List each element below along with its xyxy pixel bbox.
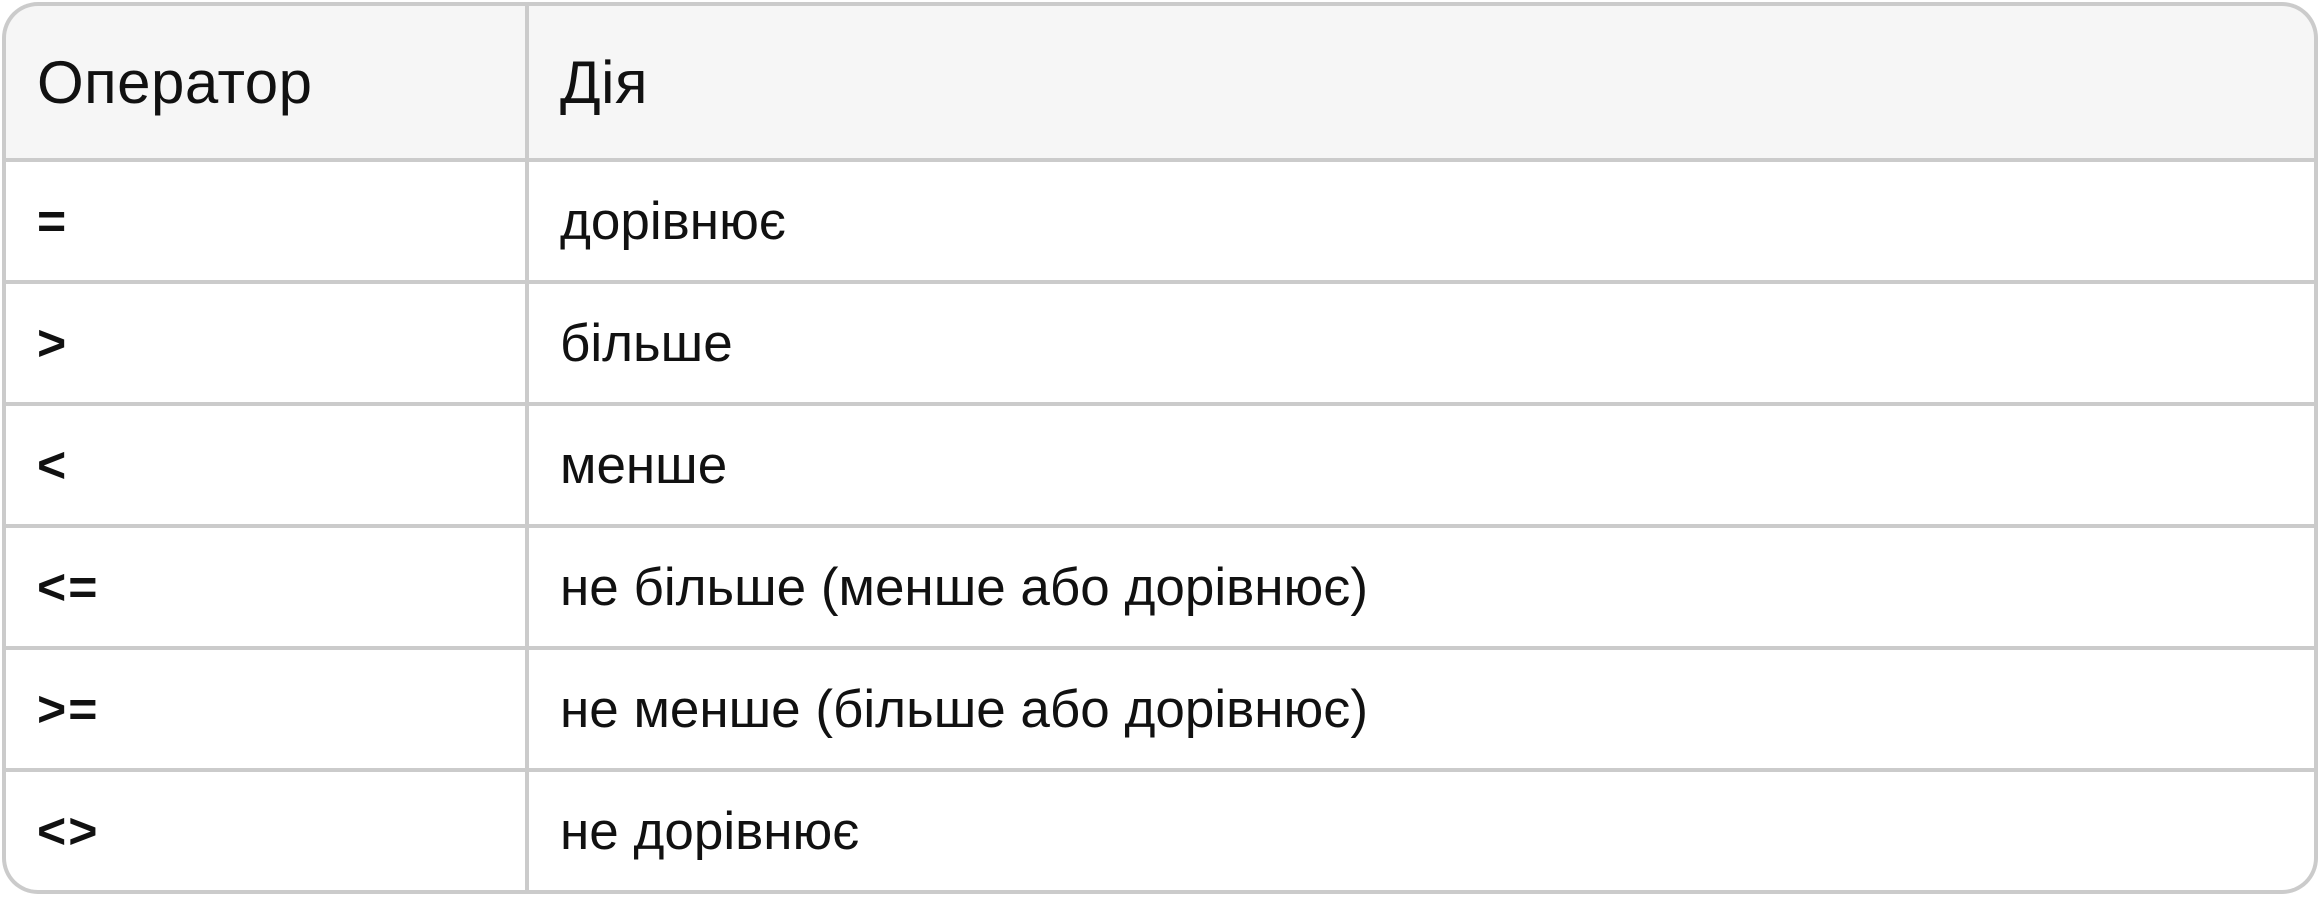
operator-cell: >= xyxy=(6,650,525,768)
operator-cell: > xyxy=(6,284,525,402)
header-cell-operator: Оператор xyxy=(6,6,525,158)
action-cell: більше xyxy=(529,284,2314,402)
header-cell-action: Дія xyxy=(529,6,2314,158)
operator-cell: <> xyxy=(6,772,525,890)
action-cell: дорівнює xyxy=(529,162,2314,280)
action-cell: не менше (більше або дорівнює) xyxy=(529,650,2314,768)
action-cell: не більше (менше або дорівнює) xyxy=(529,528,2314,646)
action-cell: не дорівнює xyxy=(529,772,2314,890)
action-cell: менше xyxy=(529,406,2314,524)
operator-cell: <= xyxy=(6,528,525,646)
operator-cell: = xyxy=(6,162,525,280)
operator-cell: < xyxy=(6,406,525,524)
